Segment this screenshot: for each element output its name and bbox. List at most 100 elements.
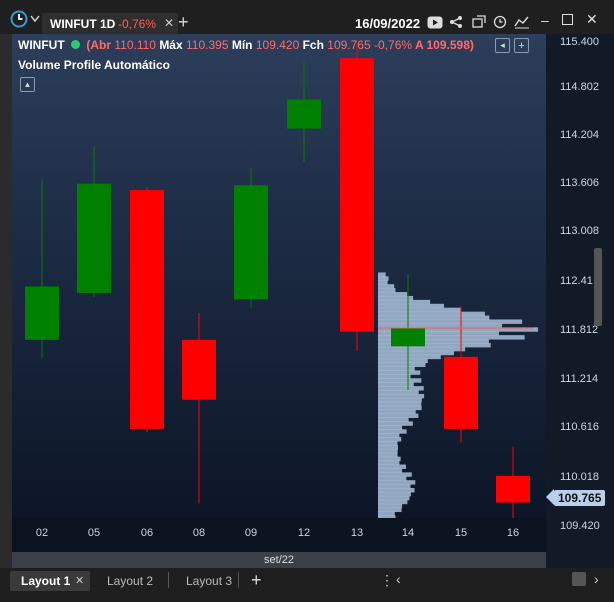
layout-bar: Layout 1 ✕ Layout 2 Layout 3 + ⋮ ‹ ›: [0, 568, 614, 602]
current-price-badge: 109.765: [554, 490, 606, 506]
volume-profile-bar: [378, 354, 441, 360]
price-tick-label: 110.616: [560, 421, 599, 433]
volume-profile-bar: [378, 405, 422, 411]
candle-body[interactable]: [287, 99, 321, 129]
volume-profile: [378, 272, 539, 524]
volume-profile-bar: [378, 319, 523, 324]
scroll-thumb[interactable]: [572, 572, 586, 586]
date-label: 16/09/2022: [355, 16, 421, 31]
add-layout-icon[interactable]: +: [251, 570, 262, 590]
chevron-right-icon[interactable]: ›: [594, 571, 599, 587]
volume-profile-bar: [378, 397, 422, 403]
volume-profile-bar: [378, 480, 416, 485]
candles: [25, 43, 530, 527]
volume-profile-bar: [378, 390, 419, 395]
chevron-left-icon[interactable]: ‹: [396, 571, 401, 587]
axis-scroll-handle[interactable]: [594, 248, 602, 326]
share-icon[interactable]: [449, 15, 463, 29]
candle-body[interactable]: [130, 190, 164, 429]
collapse-indicator-icon[interactable]: ▲: [20, 77, 35, 92]
volume-profile-bar: [378, 456, 401, 462]
price-pointer-icon: [546, 489, 554, 505]
volume-profile-bar: [378, 460, 400, 466]
change-value: -0,76%: [374, 38, 413, 52]
volume-profile-bar: [378, 315, 490, 320]
close-layout-icon[interactable]: ✕: [75, 575, 85, 587]
price-tick-label: 109.420: [560, 520, 600, 532]
replay-icon[interactable]: [427, 15, 443, 29]
tab-title: WINFUT 1D: [50, 17, 116, 31]
volume-profile-bar: [378, 491, 411, 497]
x-tick-label: 14: [401, 527, 415, 539]
volume-profile-bar: [378, 382, 414, 387]
volume-profile-bar: [378, 307, 461, 313]
volume-profile-bar: [378, 495, 410, 501]
candle-body[interactable]: [182, 339, 216, 400]
price-tick-label: 113.008: [560, 225, 599, 237]
volume-profile-bar: [378, 295, 414, 301]
layout-tab-2[interactable]: Layout 2: [107, 574, 154, 588]
chart-area[interactable]: WINFUT (Abr 110.110 Máx 110.395 Mín 109.…: [12, 34, 546, 568]
volume-profile-bar: [378, 288, 396, 293]
chart-settings-icon[interactable]: [514, 15, 530, 29]
history-icon[interactable]: [493, 15, 507, 29]
clock-icon[interactable]: [10, 10, 28, 28]
volume-profile-bar: [378, 323, 503, 328]
popout-icon[interactable]: [472, 15, 486, 29]
open-label: (Abr: [86, 38, 112, 52]
volume-profile-bar: [378, 425, 403, 430]
x-tick-label: 02: [35, 527, 49, 539]
volume-profile-bar: [378, 339, 489, 344]
add-tab-icon[interactable]: +: [178, 12, 189, 32]
maximize-icon[interactable]: [562, 14, 573, 25]
volume-profile-bar: [378, 468, 403, 473]
volume-profile-bar: [378, 511, 395, 516]
candle-body[interactable]: [391, 327, 425, 347]
high-value: 110.395: [186, 38, 229, 52]
open-value: 110.110: [114, 38, 156, 52]
candlestick-chart: [25, 43, 539, 527]
price-tick-label: 114.802: [560, 81, 599, 93]
volume-profile-bar: [378, 272, 386, 277]
volume-profile-bar: [378, 437, 402, 442]
price-tick-label: 115.400: [560, 36, 599, 48]
symbol-label: WINFUT: [18, 38, 65, 52]
x-axis: 02 05 06 08 09 12 13 14 15 16: [12, 518, 546, 552]
volume-profile-bar: [378, 276, 389, 281]
candle-body[interactable]: [496, 475, 530, 503]
chevron-down-icon[interactable]: [30, 14, 40, 24]
candle-body[interactable]: [234, 185, 268, 300]
month-label: set/22: [12, 552, 546, 568]
candle-body[interactable]: [77, 183, 111, 293]
price-axis[interactable]: 115.400 114.802 114.204 113.606 113.008 …: [546, 34, 614, 568]
price-tick-label: 113.606: [560, 177, 599, 189]
candle-body[interactable]: [444, 356, 478, 429]
volume-profile-bar: [378, 433, 400, 438]
volume-profile-bar: [378, 499, 408, 505]
layout-tab-3[interactable]: Layout 3: [186, 574, 233, 588]
close-window-icon[interactable]: ✕: [586, 11, 598, 27]
volume-profile-bar: [378, 362, 426, 368]
volume-profile-bar: [378, 488, 415, 493]
volume-profile-bar: [378, 303, 445, 309]
price-tick-label: 111.812: [560, 324, 599, 336]
x-tick-label: 12: [297, 527, 311, 539]
chart-tab[interactable]: WINFUT 1D -0,76% ✕: [42, 13, 178, 34]
volume-profile-bar: [378, 452, 398, 458]
more-options-icon[interactable]: ⋮: [380, 572, 394, 588]
minimize-icon[interactable]: –: [541, 12, 549, 28]
volume-profile-bar: [378, 484, 411, 489]
tab-divider: [238, 572, 239, 588]
candle-body[interactable]: [340, 58, 374, 332]
layout-tab-1[interactable]: Layout 1 ✕: [10, 571, 90, 591]
x-tick-label: 16: [506, 527, 520, 539]
ohlc-info: WINFUT (Abr 110.110 Máx 110.395 Mín 109.…: [18, 38, 474, 52]
collapse-info-icon[interactable]: ◂: [495, 38, 510, 53]
volume-profile-bar: [378, 409, 416, 415]
volume-profile-bar: [378, 503, 403, 509]
volume-profile-bar: [378, 374, 411, 379]
close-icon[interactable]: ✕: [164, 16, 175, 30]
add-indicator-icon[interactable]: +: [514, 38, 529, 53]
volume-profile-bar: [378, 393, 425, 399]
candle-body[interactable]: [25, 286, 59, 340]
